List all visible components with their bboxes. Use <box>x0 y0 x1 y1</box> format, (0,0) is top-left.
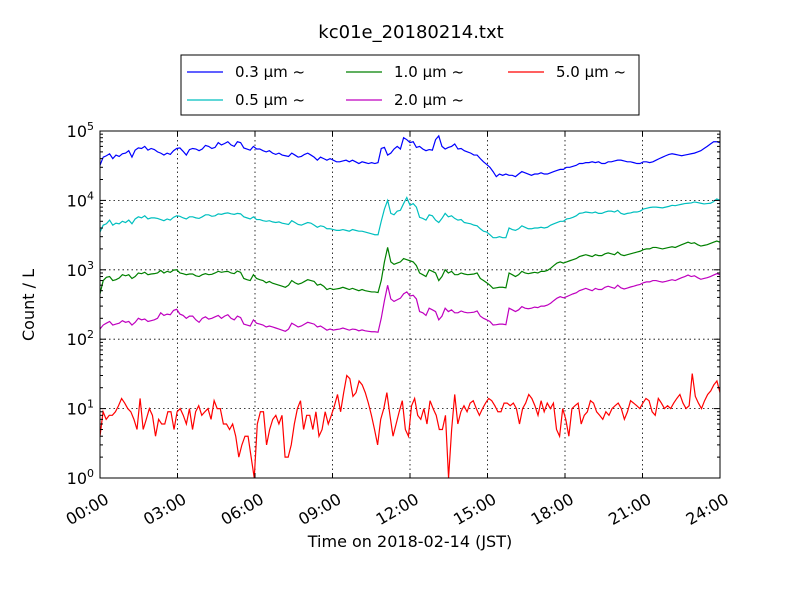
legend-label-5: 5.0 μm ~ <box>556 63 626 81</box>
x-axis-label: Time on 2018-02-14 (JST) <box>307 532 512 551</box>
y-tick-label: 103 <box>67 259 94 280</box>
y-tick-label: 101 <box>67 398 94 419</box>
y-axis-label: Count / L <box>19 269 38 341</box>
legend-label-3: 1.0 μm ~ <box>394 63 464 81</box>
series-line-3 <box>100 240 720 295</box>
y-tick-label: 105 <box>67 120 94 141</box>
legend-box <box>180 54 640 116</box>
y-tick-label: 104 <box>67 189 94 210</box>
series-line-1 <box>100 134 720 178</box>
series-line-4 <box>100 273 720 333</box>
legend-label-1: 0.3 μm ~ <box>235 63 305 81</box>
series-layer <box>100 134 720 478</box>
legend: 0.3 μm ~ 0.5 μm ~ 1.0 μm ~ 2.0 μm ~ 5.0 μm ~ <box>180 54 640 116</box>
legend-label-4: 2.0 μm ~ <box>394 91 464 109</box>
series-line-5 <box>100 373 720 478</box>
chart-title: kc01e_20180214.txt <box>318 22 503 43</box>
y-tick-labels: 100 101 102 103 104 105 <box>67 120 94 488</box>
y-tick-label: 102 <box>67 328 94 349</box>
legend-label-2: 0.5 μm ~ <box>235 91 305 109</box>
series-line-2 <box>100 196 720 239</box>
y-tick-label: 100 <box>67 467 94 488</box>
tick-marks <box>99 130 721 479</box>
